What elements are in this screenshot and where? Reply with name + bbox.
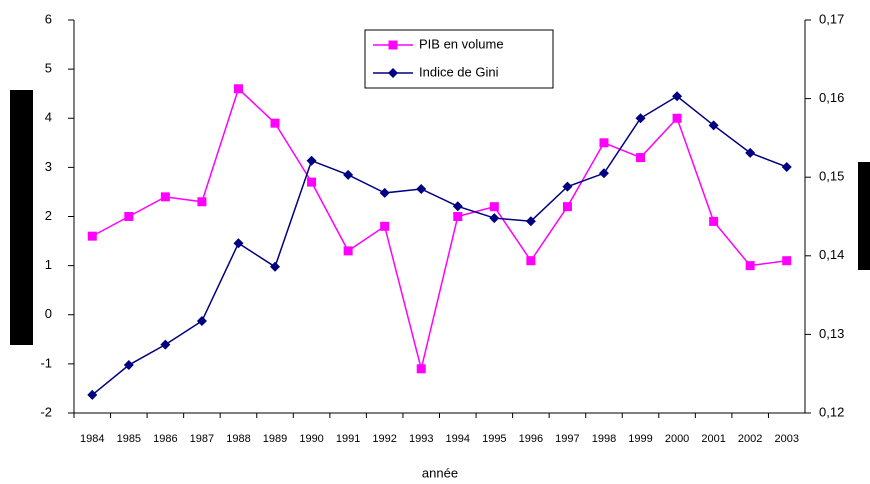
x-tick-label: 2002 xyxy=(738,433,762,445)
y-tick-label: -1 xyxy=(40,355,52,370)
x-tick-label: 1984 xyxy=(80,433,104,445)
point xyxy=(562,181,573,192)
point xyxy=(416,183,427,194)
y2-tick-label: 0,17 xyxy=(819,11,844,26)
point xyxy=(636,153,646,163)
y2-tick-label: 0,12 xyxy=(819,404,844,419)
x-tick-label: 1993 xyxy=(409,433,433,445)
point xyxy=(745,147,756,158)
x-tick-label: 1985 xyxy=(117,433,141,445)
point xyxy=(708,120,719,131)
point xyxy=(525,216,536,227)
point xyxy=(745,261,755,271)
x-tick-label: 1994 xyxy=(446,433,470,445)
point xyxy=(196,316,207,327)
point xyxy=(489,213,500,224)
x-tick-label: 2003 xyxy=(774,433,798,445)
legend-marker xyxy=(388,40,398,50)
y-tick-label: 2 xyxy=(45,208,52,223)
x-tick-label: 2000 xyxy=(665,433,689,445)
y-tick-label: 4 xyxy=(45,110,52,125)
legend-label: PIB en volume xyxy=(419,36,504,51)
point xyxy=(123,360,134,371)
x-tick-label: 1987 xyxy=(190,433,214,445)
y-tick-label: 5 xyxy=(45,61,52,76)
point xyxy=(160,339,171,350)
y-tick-label: 6 xyxy=(45,11,52,26)
point xyxy=(197,197,207,207)
point xyxy=(782,256,792,266)
point xyxy=(233,238,244,249)
x-tick-label: 1998 xyxy=(592,433,616,445)
point xyxy=(599,138,609,148)
x-tick-label: 1995 xyxy=(482,433,506,445)
x-tick-label: 1997 xyxy=(555,433,579,445)
point xyxy=(781,161,792,172)
point xyxy=(307,177,317,187)
y-tick-label: 3 xyxy=(45,159,52,174)
point xyxy=(380,221,390,231)
y2-tick-label: 0,13 xyxy=(819,326,844,341)
legend-marker xyxy=(388,68,398,78)
point xyxy=(453,212,463,221)
redaction-bar xyxy=(858,162,870,270)
point xyxy=(87,389,98,400)
point xyxy=(672,113,682,123)
point xyxy=(598,168,609,179)
x-tick-label: 1986 xyxy=(153,433,177,445)
x-tick-label: 1989 xyxy=(263,433,287,445)
point xyxy=(379,187,390,198)
y2-tick-label: 0,16 xyxy=(819,90,844,105)
legend-box xyxy=(364,29,554,89)
x-tick-label: 1988 xyxy=(226,433,250,445)
point xyxy=(343,246,353,256)
point xyxy=(124,212,134,221)
point xyxy=(452,201,463,212)
series-line xyxy=(91,87,787,369)
point xyxy=(635,113,646,124)
point xyxy=(306,155,317,166)
point xyxy=(233,84,243,94)
point xyxy=(160,192,170,202)
x-tick-label: 1992 xyxy=(372,433,396,445)
x-tick-label: 1996 xyxy=(519,433,543,445)
y-tick-label: 1 xyxy=(45,257,52,272)
point xyxy=(562,202,572,212)
point xyxy=(526,256,536,266)
point xyxy=(489,202,499,212)
point xyxy=(343,169,354,180)
point xyxy=(270,118,280,128)
point xyxy=(709,216,719,226)
point xyxy=(416,364,426,374)
point xyxy=(672,91,683,102)
redaction-bar xyxy=(10,90,33,345)
y2-tick-label: 0,14 xyxy=(819,247,844,262)
x-tick-label: 1999 xyxy=(628,433,652,445)
x-tick-label: 1991 xyxy=(336,433,360,445)
series-line xyxy=(91,95,787,396)
legend-label: Indice de Gini xyxy=(419,64,499,79)
y2-tick-label: 0,15 xyxy=(819,169,844,184)
x-tick-label: 1990 xyxy=(299,433,323,445)
point xyxy=(270,261,281,272)
x-tick-label: 2001 xyxy=(701,433,725,445)
x-axis-label: année xyxy=(422,465,458,480)
y-tick-label: 0 xyxy=(45,306,52,321)
y-tick-label: -2 xyxy=(40,404,52,419)
point xyxy=(87,231,97,241)
